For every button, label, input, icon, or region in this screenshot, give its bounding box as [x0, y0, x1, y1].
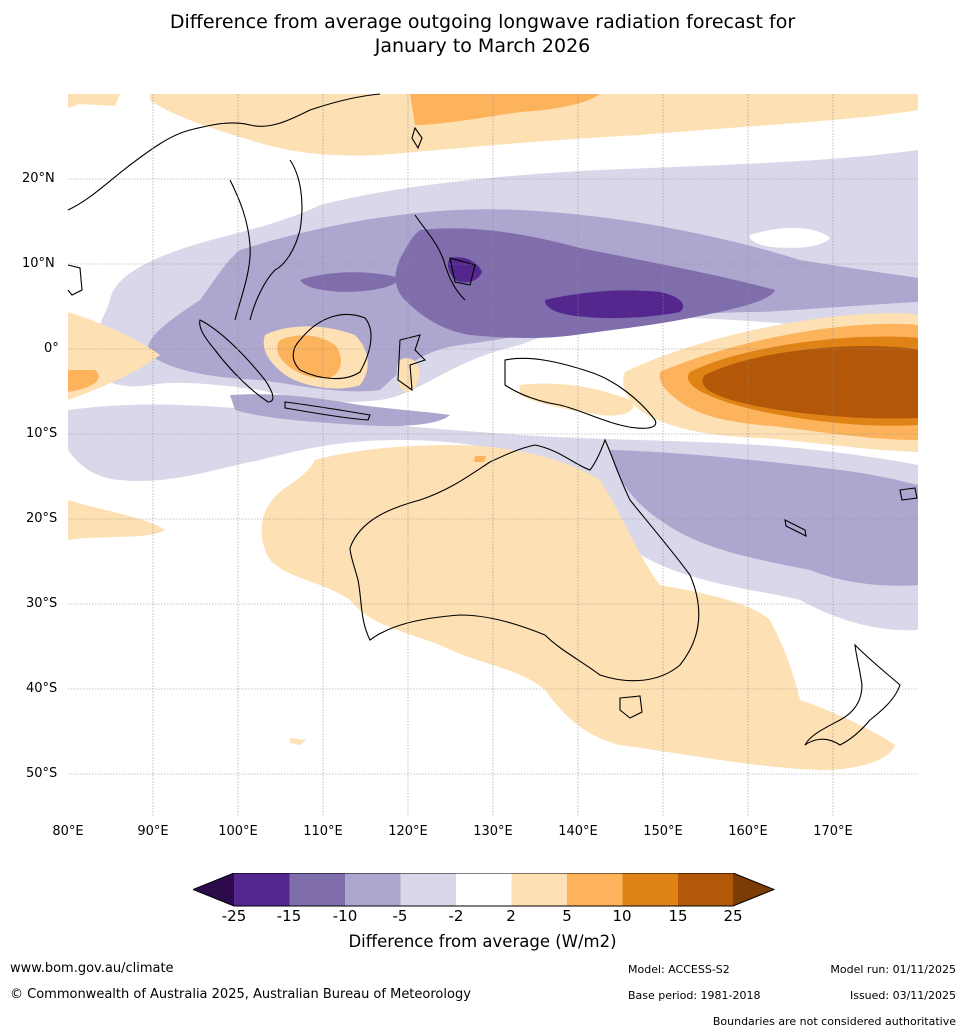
colorbar-label: Difference from average (W/m2): [348, 932, 617, 951]
contour-white-pocket: [749, 227, 830, 248]
cbar-tick-p10: 10: [612, 907, 632, 925]
colorbar-swatch-m10: [345, 873, 401, 906]
contour-p2-topleft: [68, 94, 120, 108]
issued-date: Issued: 03/11/2025: [849, 989, 956, 1002]
colorbar-swatch-p5: [567, 873, 623, 906]
colorbar-swatch-m2: [456, 873, 512, 906]
title-line-2: January to March 2026: [374, 35, 591, 57]
coastline-new-zealand: [804, 643, 901, 746]
colorbar-swatch-p15: [678, 873, 733, 906]
contour-m15-core: [545, 290, 684, 319]
colorbar-swatch-m15: [289, 873, 345, 906]
website-link[interactable]: www.bom.gov.au/climate: [10, 961, 174, 976]
cbar-tick-p15: 15: [668, 907, 688, 925]
coastlines: [67, 93, 918, 746]
lon-label-100e: 100°E: [218, 824, 258, 839]
contour-m15-philippines: [447, 257, 482, 283]
cbar-tick-m15: -15: [276, 907, 302, 925]
lon-label-140e: 140°E: [558, 824, 598, 839]
colorbar-swatch-m5: [400, 873, 456, 906]
contour-p15-pacific: [702, 346, 918, 419]
lon-label-90e: 90°E: [137, 824, 169, 839]
model-run-date: Model run: 01/11/2025: [830, 963, 956, 976]
lon-label-160e: 160°E: [728, 824, 768, 839]
lon-label-80e: 80°E: [52, 824, 84, 839]
lon-label-170e: 170°E: [813, 824, 853, 839]
lat-label-40s: 40°S: [26, 681, 58, 696]
coastline-sri-lanka: [67, 264, 83, 296]
contour-p2-west-south: [68, 500, 165, 540]
colorbar-swatch-p10: [622, 873, 678, 906]
coastline-sulawesi: [397, 334, 427, 392]
cbar-tick-m25: -25: [221, 907, 247, 925]
lon-label-130e: 130°E: [473, 824, 513, 839]
contour-p5-borneo: [277, 335, 342, 379]
contour-p2-png: [520, 383, 634, 416]
coastline-borneo: [292, 314, 372, 380]
lon-label-150e: 150°E: [643, 824, 683, 839]
model-name: Model: ACCESS-S2: [628, 963, 730, 976]
cbar-tick-p25: 25: [723, 907, 743, 925]
cbar-tick-m10: -10: [332, 907, 358, 925]
lon-label-120e: 120°E: [388, 824, 428, 839]
contour-p5-north: [410, 94, 600, 125]
coastline-sumatra: [199, 319, 274, 403]
graticule: [68, 94, 918, 816]
colorbar-outline: [193, 873, 775, 907]
copyright-text: © Commonwealth of Australia 2025, Austra…: [10, 987, 471, 1002]
contour-p5-west-eq: [68, 370, 99, 392]
cbar-tick-p5: 5: [562, 907, 572, 925]
lat-label-0: 0°: [44, 341, 59, 356]
contour-p2-north: [150, 94, 918, 156]
colorbar-swatch-p2: [511, 873, 567, 906]
coastline-fiji: [899, 487, 918, 501]
title-line-1: Difference from average outgoing longwav…: [169, 11, 796, 33]
colorbar-swatch-m25: [234, 873, 290, 906]
base-period: Base period: 1981-2018: [628, 989, 761, 1002]
anomaly-map: [67, 93, 918, 816]
coastline-mainland-asia: [67, 93, 381, 321]
lat-label-20s: 20°S: [26, 511, 58, 526]
lat-label-10n: 10°N: [22, 256, 55, 271]
colorbar-extend-high: [733, 873, 774, 906]
lon-label-110e: 110°E: [303, 824, 343, 839]
cbar-tick-p2: 2: [506, 907, 516, 925]
map-title: Difference from average outgoing longwav…: [0, 10, 965, 58]
coastline-tasmania: [619, 695, 643, 719]
lat-label-20n: 20°N: [22, 171, 55, 186]
colorbar-extend-low: [193, 873, 234, 906]
coastline-australia: [349, 438, 700, 682]
lat-label-30s: 30°S: [26, 596, 58, 611]
contour-p5-nw-aus: [474, 456, 486, 462]
contour-m5-south: [610, 450, 918, 586]
contour-m2-pocket-south: [165, 450, 188, 458]
cbar-tick-m2: -2: [448, 907, 464, 925]
coastline-new-guinea: [504, 357, 657, 429]
coastline-taiwan: [411, 126, 423, 150]
colorbar: [193, 873, 775, 907]
coastline-java: [284, 401, 371, 421]
boundary-disclaimer: Boundaries are not considered authoritat…: [712, 1015, 956, 1028]
cbar-tick-m5: -5: [392, 907, 408, 925]
lat-label-50s: 50°S: [26, 766, 58, 781]
coastline-philippines: [414, 214, 476, 301]
coastline-new-caledonia: [784, 519, 807, 537]
contour-m10-west: [300, 272, 400, 292]
lat-label-10s: 10°S: [26, 426, 58, 441]
contour-p2-southern: [290, 738, 306, 745]
